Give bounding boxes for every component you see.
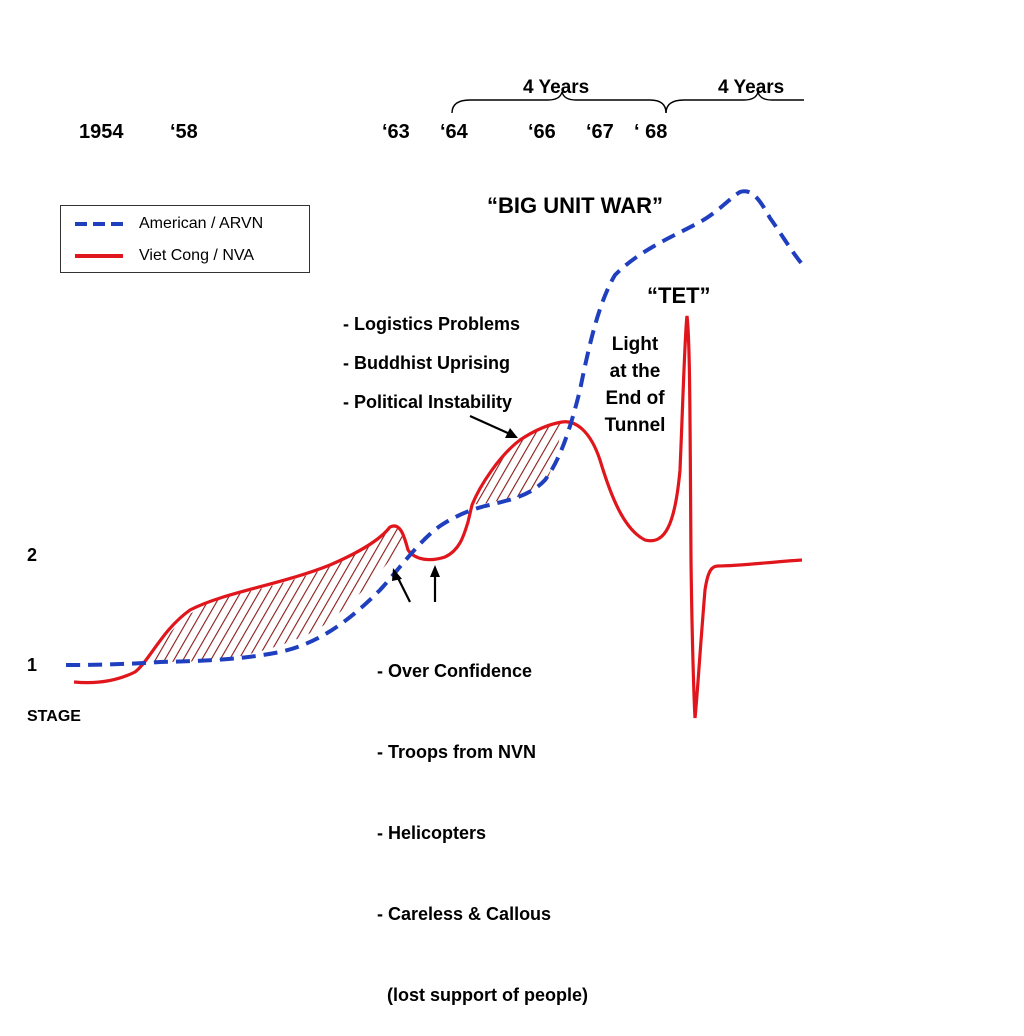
cause-careless: - Careless & Callous	[377, 904, 552, 924]
hatched-region-2	[472, 422, 562, 505]
tunnel-line-1: Light	[611, 334, 659, 355]
year-66: ‘66	[528, 121, 556, 143]
year-1954: 1954	[79, 121, 124, 143]
war-stages-diagram	[65, 91, 804, 719]
legend-item-american: American / ARVN	[75, 214, 263, 234]
year-68: ‘ 68	[634, 121, 668, 143]
tunnel-line-2: at the	[609, 361, 661, 382]
tunnel-line-4: Tunnel	[604, 415, 666, 436]
arrow-to-peak	[392, 568, 411, 603]
arrow-to-instability	[469, 414, 518, 438]
tunnel-line-3: End of	[605, 388, 665, 409]
stage-tick-2: 2	[27, 545, 38, 565]
brace-2	[665, 91, 804, 114]
cause-troops: - Troops from NVN	[377, 742, 537, 762]
year-67: ‘67	[586, 121, 614, 143]
span-label-2: 4 Years	[718, 77, 785, 98]
tet-label: “TET”	[647, 283, 711, 308]
legend-swatch-american	[75, 222, 123, 226]
legend-item-vietcong: Viet Cong / NVA	[75, 246, 254, 266]
legend-label-american: American / ARVN	[139, 215, 264, 232]
causes-list: - Over Confidence - Troops from NVN - He…	[377, 604, 588, 1036]
cause-helicopters: - Helicopters	[377, 823, 487, 843]
arrow-to-dip	[430, 565, 440, 602]
viet-cong-line	[73, 315, 803, 719]
big-unit-war-label: “BIG UNIT WAR”	[487, 193, 663, 218]
american-arvn-line	[65, 189, 804, 667]
problem-logistics: - Logistics Problems	[343, 314, 521, 334]
cause-over-confidence: - Over Confidence	[377, 661, 533, 681]
legend: American / ARVN Viet Cong / NVA	[60, 205, 310, 273]
legend-swatch-vietcong	[75, 254, 123, 258]
stage-tick-1: 1	[27, 655, 38, 675]
problem-buddhist: - Buddhist Uprising	[343, 353, 510, 373]
year-64: ‘64	[440, 121, 468, 143]
legend-label-vietcong: Viet Cong / NVA	[139, 247, 255, 264]
problem-political: - Political Instability	[343, 392, 513, 412]
year-63: ‘63	[382, 121, 410, 143]
problems-list: - Logistics Problems - Buddhist Uprising…	[343, 305, 520, 422]
cause-lost-support: (lost support of people)	[377, 985, 588, 1005]
brace-1	[451, 91, 667, 114]
light-at-end-of-tunnel-label: Light at the End of Tunnel	[598, 331, 672, 439]
hatched-region-1	[148, 526, 404, 662]
stage-axis-label: STAGE	[27, 708, 81, 725]
span-label-1: 4 Years	[523, 77, 590, 98]
year-58: ‘58	[170, 121, 198, 143]
